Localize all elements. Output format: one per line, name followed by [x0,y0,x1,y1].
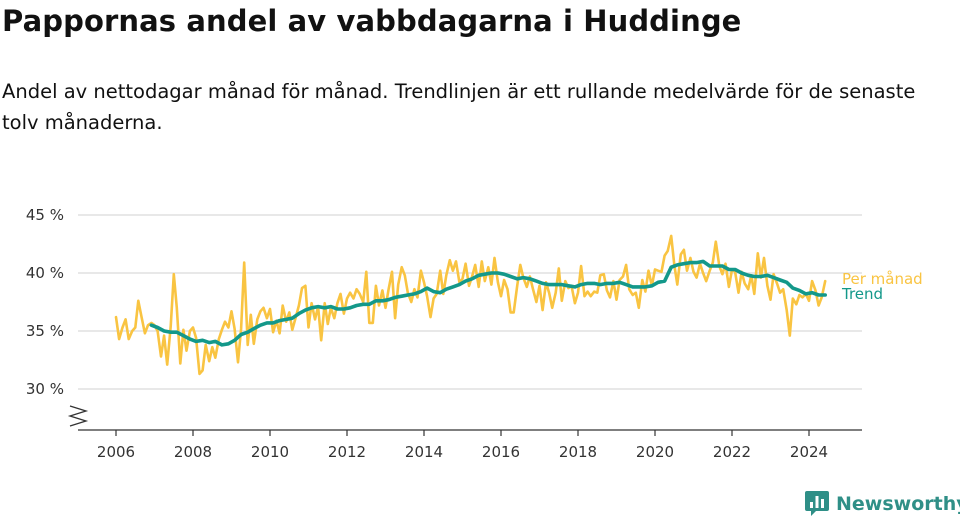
y-tick-label: 30 % [26,380,64,398]
series-line-per-m-nad [114,234,827,376]
x-tick-label: 2020 [636,443,674,461]
x-tick-label: 2010 [251,443,289,461]
axis-break-icon [67,405,89,427]
x-tick-label: 2018 [559,443,597,461]
x-tick-label: 2006 [97,443,135,461]
series-label: Trend [841,285,883,303]
series-lines [114,234,827,376]
series-line-trend [149,259,827,347]
x-tick-label: 2014 [405,443,443,461]
x-axis: 2006 2008 2010 2012 2014 2016 2018 2020 2022 2024 [67,405,862,461]
x-tick-label: 2008 [174,443,212,461]
chart-title: Pappornas andel av vabbdagarna i Hudding… [2,4,742,38]
chart-subtitle: Andel av nettodagar månad för månad. Tre… [2,80,916,134]
y-tick-label: 45 % [26,206,64,224]
x-tick-label: 2022 [713,443,751,461]
bar-chart-speech-bubble-icon [805,491,829,516]
grid-lines [78,214,862,390]
x-tick-label: 2024 [790,443,828,461]
brand-name: Newsworthy [836,493,960,515]
newsworthy-logo[interactable]: Newsworthy [804,490,960,518]
x-tick-label: 2016 [482,443,520,461]
y-tick-label: 35 % [26,322,64,340]
y-axis-ticks: 30 % 35 % 40 % 45 % [26,206,64,398]
y-tick-label: 40 % [26,264,64,282]
x-tick-label: 2012 [328,443,366,461]
series-label: Per månad [842,270,923,288]
